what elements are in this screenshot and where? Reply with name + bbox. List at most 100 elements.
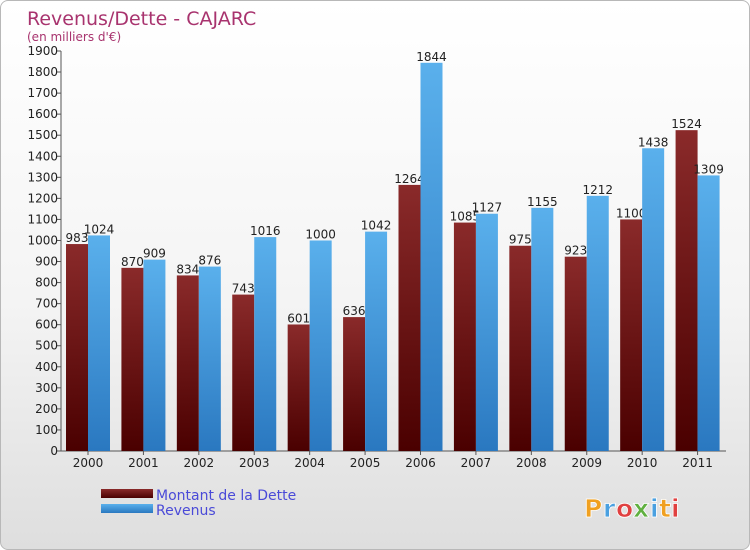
y-tick-label: 1300 <box>27 170 58 184</box>
bar-revenus-2003 <box>254 237 277 451</box>
bar-revenus-2005 <box>365 231 388 451</box>
legend-swatch-revenus <box>101 504 153 513</box>
y-tick-label: 1700 <box>27 86 58 100</box>
bar-dette-2010 <box>620 219 643 451</box>
y-tick-label: 600 <box>35 318 58 332</box>
data-label-dette-2000: 983 <box>66 231 89 245</box>
data-label-revenus-2003: 1016 <box>250 224 281 238</box>
bar-dette-2008 <box>509 245 532 451</box>
x-tick-label: 2002 <box>184 456 215 470</box>
y-tick-label: 0 <box>50 444 58 458</box>
bar-revenus-2006 <box>420 62 443 451</box>
y-tick-label: 700 <box>35 297 58 311</box>
data-label-revenus-2001: 909 <box>143 247 166 261</box>
data-label-dette-2003: 743 <box>232 282 255 296</box>
data-label-revenus-2008: 1155 <box>527 195 558 209</box>
x-tick-label: 2011 <box>682 456 713 470</box>
y-tick-label: 1500 <box>27 128 58 142</box>
logo-letter: x <box>633 494 649 523</box>
logo-letter: o <box>616 494 633 523</box>
y-tick-label: 1800 <box>27 65 58 79</box>
x-tick-label: 2010 <box>627 456 658 470</box>
x-axis: 2000 2001 2002 2003 2004 2005 2006 2007 2008 2009… <box>61 450 726 470</box>
x-tick-label: 2001 <box>128 456 159 470</box>
data-label-revenus-2009: 1212 <box>582 183 613 197</box>
bar-revenus-2004 <box>309 240 332 451</box>
chart-title: Revenus/Dette - CAJARC <box>27 8 256 30</box>
bar-dette-2000 <box>66 244 88 451</box>
x-tick-label: 2004 <box>294 456 325 470</box>
x-tick-label: 2000 <box>73 456 104 470</box>
bar-revenus-2001 <box>143 259 166 451</box>
y-tick-label: 1100 <box>27 212 58 226</box>
logo-letter: P <box>584 494 602 523</box>
data-label-dette-2004: 601 <box>287 311 310 325</box>
bar-revenus-2000 <box>88 235 110 451</box>
y-tick-label: 1400 <box>27 149 58 163</box>
y-tick-label: 400 <box>35 360 58 374</box>
legend-label-revenus: Revenus <box>156 503 216 519</box>
x-tick-label: 2005 <box>350 456 381 470</box>
y-tick-label: 200 <box>35 402 58 416</box>
data-label-revenus-2010: 1438 <box>638 135 669 149</box>
data-label-dette-2008: 975 <box>509 233 532 247</box>
bar-revenus-2009 <box>586 195 609 451</box>
bar-revenus-2007 <box>475 213 498 451</box>
data-label-revenus-2011: 1309 <box>693 162 724 176</box>
y-tick-label: 1900 <box>27 44 58 58</box>
x-tick-label: 2003 <box>239 456 270 470</box>
data-label-revenus-2004: 1000 <box>305 227 336 241</box>
bar-dette-2011 <box>675 130 698 451</box>
y-tick-label: 100 <box>35 423 58 437</box>
legend: Montant de la Dette Revenus <box>101 488 296 519</box>
y-tick-label: 1200 <box>27 191 58 205</box>
data-label-revenus-2005: 1042 <box>361 219 392 233</box>
bar-dette-2003 <box>232 294 255 451</box>
y-tick-label: 300 <box>35 381 58 395</box>
logo-letter: i <box>650 494 659 523</box>
data-label-dette-2006: 1264 <box>394 172 425 186</box>
y-tick-label: 1600 <box>27 107 58 121</box>
data-label-dette-2007: 1085 <box>450 210 481 224</box>
y-tick-label: 800 <box>35 276 58 290</box>
x-tick-label: 2009 <box>571 456 602 470</box>
bar-dette-2004 <box>287 324 310 451</box>
logo-letter: r <box>603 494 616 523</box>
data-label-revenus-2006: 1844 <box>416 50 447 64</box>
bar-dette-2005 <box>343 317 366 451</box>
bar-revenus-2011 <box>697 175 720 451</box>
y-axis: 0 100 200 300 400 500 600 700 800 900 1000 1100 1200… <box>27 44 62 458</box>
bar-dette-2001 <box>121 267 144 451</box>
data-label-dette-2001: 870 <box>121 255 144 269</box>
data-label-dette-2009: 923 <box>564 244 587 258</box>
data-label-revenus-2000: 1024 <box>84 222 115 236</box>
data-label-revenus-2007: 1127 <box>472 201 503 215</box>
data-label-revenus-2002: 876 <box>198 254 221 268</box>
x-tick-label: 2007 <box>461 456 492 470</box>
data-label-dette-2002: 834 <box>176 262 199 276</box>
bar-revenus-2008 <box>531 207 554 451</box>
y-tick-label: 500 <box>35 339 58 353</box>
y-tick-label: 900 <box>35 255 58 269</box>
data-label-dette-2010: 1100 <box>616 206 647 220</box>
logo-letter: i <box>671 494 680 523</box>
bar-revenus-2002 <box>198 266 221 451</box>
data-label-dette-2011: 1524 <box>671 117 702 131</box>
x-tick-label: 2008 <box>516 456 547 470</box>
bar-dette-2002 <box>176 275 199 451</box>
bar-dette-2006 <box>398 184 421 452</box>
chart-subtitle: (en milliers d'€) <box>27 30 121 44</box>
y-tick-label: 1000 <box>27 233 58 247</box>
bar-dette-2009 <box>564 256 587 451</box>
legend-label-dette: Montant de la Dette <box>156 488 296 504</box>
logo-letter: t <box>659 494 671 523</box>
bar-dette-2007 <box>453 222 476 451</box>
data-label-dette-2005: 636 <box>343 304 366 318</box>
legend-swatch-dette <box>101 489 153 498</box>
bar-revenus-2010 <box>642 148 665 451</box>
x-tick-label: 2006 <box>405 456 436 470</box>
